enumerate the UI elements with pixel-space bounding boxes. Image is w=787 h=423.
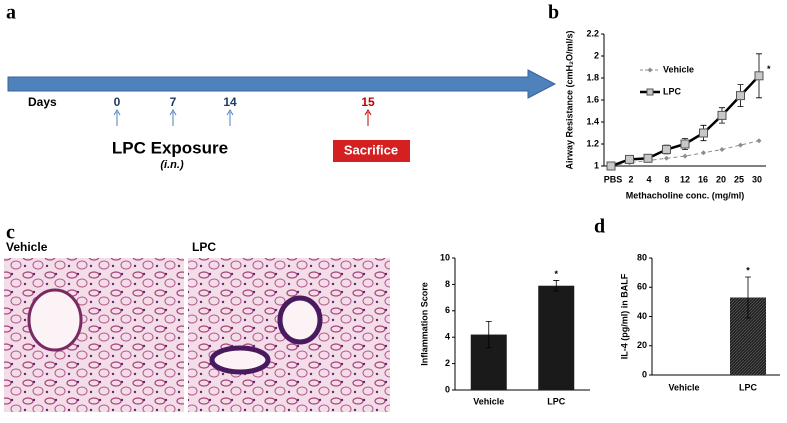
y-tick-label: 1.6 xyxy=(586,94,599,104)
x-tick-label: 2 xyxy=(628,174,633,184)
marker xyxy=(736,91,745,101)
y-axis-label: IL-4 (pg/ml) in BALF xyxy=(619,273,629,359)
y-tick-label: 10 xyxy=(440,252,450,262)
x-tick-label: 12 xyxy=(680,174,690,184)
panel-label: c xyxy=(6,222,15,244)
x-tick-label: 20 xyxy=(716,174,726,184)
sacrifice-label: Sacrifice xyxy=(344,142,398,157)
y-tick-label: 2 xyxy=(445,358,450,368)
y-tick-label: 6 xyxy=(445,305,450,315)
histology-label: Vehicle xyxy=(6,240,48,254)
marker xyxy=(738,142,743,148)
x-tick-label: Vehicle xyxy=(473,396,504,406)
marker xyxy=(606,161,616,171)
day-arrowhead xyxy=(364,109,372,116)
error-bar xyxy=(553,280,560,292)
day-label: 0 xyxy=(114,95,121,109)
y-tick-label: 80 xyxy=(637,252,647,262)
route-label: (i.n.) xyxy=(160,159,184,171)
x-tick-label: Vehicle xyxy=(668,382,699,392)
y-tick-label: 40 xyxy=(637,311,647,321)
y-tick-label: 1.4 xyxy=(586,116,599,126)
day-label: 15 xyxy=(361,95,375,109)
marker xyxy=(664,155,669,161)
y-tick-label: 20 xyxy=(637,340,647,350)
exposure-label: LPC Exposure xyxy=(112,138,228,157)
airway xyxy=(209,345,271,375)
y-tick-label: 1.2 xyxy=(586,138,599,148)
error-bar xyxy=(745,276,751,319)
y-tick-label: 2.2 xyxy=(586,28,599,38)
day-label: 14 xyxy=(223,95,237,109)
y-axis-label: Inflammation Score xyxy=(419,282,429,366)
bar xyxy=(538,285,575,390)
day-arrowhead xyxy=(169,109,177,116)
marker xyxy=(625,154,634,164)
y-tick-label: 4 xyxy=(445,332,450,342)
legend-marker xyxy=(647,67,653,73)
airway xyxy=(277,295,323,345)
marker xyxy=(701,150,706,156)
marker xyxy=(717,110,727,120)
marker xyxy=(682,153,688,159)
x-axis-label: Methacholine conc. (mg/ml) xyxy=(626,190,745,200)
marker xyxy=(680,139,690,149)
panel-label: d xyxy=(594,216,605,238)
error-bar xyxy=(485,320,492,349)
significance: * xyxy=(767,64,771,74)
marker xyxy=(754,71,764,81)
marker xyxy=(699,128,708,138)
marker xyxy=(756,138,762,144)
legend-marker xyxy=(646,88,654,96)
legend-label: Vehicle xyxy=(663,64,694,74)
marker xyxy=(643,153,653,163)
y-tick-label: 2 xyxy=(594,50,599,60)
legend-label: LPC xyxy=(663,86,682,96)
day-arrowhead xyxy=(226,109,234,116)
timeline-arrow xyxy=(7,69,557,99)
marker xyxy=(662,145,671,154)
day-label: 7 xyxy=(170,95,177,109)
y-tick-label: 0 xyxy=(445,384,450,394)
histology-label: LPC xyxy=(192,240,216,254)
x-tick-label: LPC xyxy=(547,396,566,406)
significance: * xyxy=(554,269,558,279)
line xyxy=(610,74,760,168)
y-tick-label: 0 xyxy=(642,369,647,379)
airway xyxy=(27,288,83,352)
panel-label: b xyxy=(548,2,559,24)
y-tick-label: 1 xyxy=(594,160,599,170)
x-tick-label: 30 xyxy=(752,174,762,184)
panel-label: a xyxy=(6,2,16,24)
x-tick-label: PBS xyxy=(604,174,623,184)
y-tick-label: 60 xyxy=(637,282,647,292)
y-tick-label: 1.8 xyxy=(586,72,599,82)
y-tick-label: 8 xyxy=(445,279,450,289)
marker xyxy=(719,147,725,152)
x-tick-label: 16 xyxy=(698,174,708,184)
x-tick-label: 4 xyxy=(646,174,651,184)
significance: * xyxy=(746,265,750,275)
x-tick-label: 8 xyxy=(664,174,669,184)
y-axis-label: Airway Resistance (cmH₂O/ml/s) xyxy=(564,30,574,169)
day-arrowhead xyxy=(113,109,121,116)
sacrifice-box xyxy=(333,140,410,162)
timeline-label: Days xyxy=(28,95,57,109)
x-tick-label: LPC xyxy=(739,382,758,392)
x-tick-label: 25 xyxy=(734,174,744,184)
